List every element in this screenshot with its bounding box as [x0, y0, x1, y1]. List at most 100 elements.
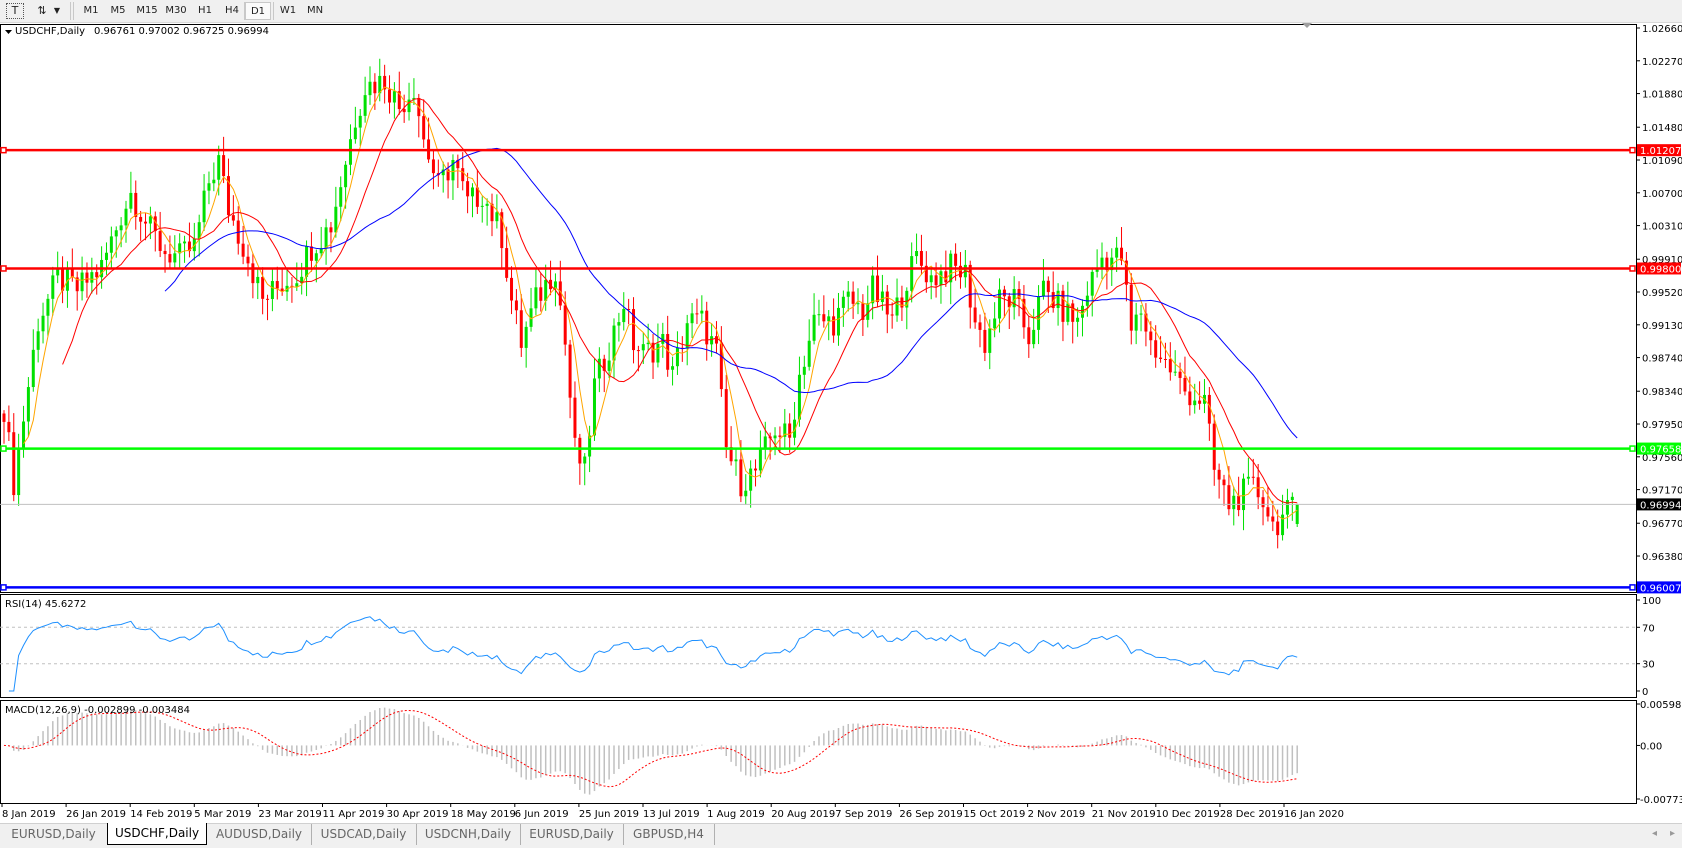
- candle-body: [217, 155, 221, 180]
- candle: [80, 256, 84, 301]
- line-handle[interactable]: [0, 265, 7, 272]
- timeframe-m30-button[interactable]: M30: [165, 5, 187, 16]
- date-axis-label: 26 Sep 2019: [899, 809, 962, 820]
- candle-body: [783, 423, 787, 437]
- candle-body: [695, 313, 699, 315]
- candle-body: [1237, 495, 1241, 511]
- date-axis-label: 5 Mar 2019: [194, 809, 251, 820]
- candle: [1027, 315, 1031, 358]
- line-handle[interactable]: [1629, 584, 1636, 591]
- tab-scroll-right-icon[interactable]: ▸: [1670, 828, 1676, 839]
- price-axis-label: 1.02270: [1642, 57, 1682, 68]
- candle-body: [441, 169, 445, 176]
- collapse-arrow-icon[interactable]: [5, 30, 12, 34]
- chart-tab[interactable]: GBPUSD,H4: [623, 824, 715, 845]
- price-axis-label: 0.96380: [1642, 552, 1682, 563]
- timeframe-m5-button[interactable]: M5: [110, 5, 126, 16]
- candle: [1256, 463, 1260, 510]
- candle-body: [1207, 394, 1211, 424]
- date-axis-label: 23 Mar 2019: [258, 809, 321, 820]
- candle: [139, 210, 143, 241]
- chart-tab[interactable]: AUDUSD,Daily: [207, 824, 312, 845]
- candle-body: [12, 432, 16, 496]
- line-handle[interactable]: [0, 146, 7, 154]
- price-axis-label: 1.01090: [1642, 156, 1682, 167]
- candle-body: [1124, 260, 1128, 285]
- line-handle[interactable]: [1629, 445, 1636, 452]
- candle-body: [309, 246, 313, 261]
- timeframe-h4-button[interactable]: H4: [225, 5, 239, 16]
- candle-body: [305, 246, 309, 277]
- candle: [1271, 500, 1275, 532]
- candle-body: [256, 276, 260, 284]
- candle: [485, 198, 489, 226]
- line-handle[interactable]: [0, 445, 7, 452]
- candle-body: [553, 281, 557, 290]
- timeframe-h1-button[interactable]: H1: [198, 5, 212, 16]
- candle-body: [202, 190, 206, 223]
- timeframe-d1-button[interactable]: D1: [245, 2, 271, 20]
- candle-body: [905, 290, 909, 308]
- candle-body: [334, 206, 338, 233]
- timeframe-m1-button[interactable]: M1: [83, 5, 99, 16]
- candle: [719, 326, 723, 397]
- candle-body: [1178, 371, 1182, 378]
- line-tools-icon[interactable]: ⇅: [37, 4, 47, 17]
- candle: [61, 256, 65, 304]
- timeframe-w1-button[interactable]: W1: [279, 5, 297, 16]
- candle-body: [890, 314, 894, 316]
- chart-tab[interactable]: EURUSD,Daily: [520, 824, 624, 845]
- candle: [519, 294, 523, 357]
- price-axis-label: 1.00310: [1642, 222, 1682, 233]
- candle-body: [934, 275, 938, 286]
- candle-body: [1066, 303, 1070, 322]
- line-handle[interactable]: [1629, 146, 1636, 154]
- chart-shift-marker-icon[interactable]: [1302, 23, 1312, 28]
- candle: [431, 150, 435, 190]
- candle-body: [656, 343, 660, 363]
- candle: [744, 474, 748, 505]
- chart-tab[interactable]: EURUSD,Daily: [0, 824, 108, 845]
- dropdown-arrow-icon[interactable]: ▼: [53, 6, 61, 15]
- candle-body: [261, 276, 265, 299]
- candle-body: [1188, 391, 1192, 406]
- candle: [1163, 342, 1167, 369]
- candle: [529, 287, 533, 332]
- candle-body: [70, 269, 74, 278]
- candle: [1041, 259, 1045, 300]
- candle: [1134, 302, 1138, 345]
- chart-tab[interactable]: USDCNH,Daily: [416, 824, 521, 845]
- candle-body: [344, 164, 348, 188]
- separator: [244, 2, 245, 20]
- timeframe-m15-button[interactable]: M15: [136, 5, 158, 16]
- text-label-icon[interactable]: T: [6, 3, 24, 19]
- candle-body: [749, 468, 753, 491]
- line-handle[interactable]: [1629, 265, 1636, 272]
- candle: [158, 211, 162, 258]
- candle-body: [1242, 478, 1246, 511]
- candle-body: [944, 271, 948, 283]
- candle: [807, 319, 811, 371]
- candle-body: [207, 183, 211, 191]
- chart-tab[interactable]: USDCHF,Daily: [107, 823, 207, 845]
- candle: [490, 193, 494, 237]
- chart-window[interactable]: 1.02660 1.02270 1.01880 1.01480 1.01090 1.007…: [0, 22, 1682, 823]
- candle-body: [1256, 477, 1260, 498]
- tab-scroll-left-icon[interactable]: ◂: [1652, 828, 1658, 839]
- timeframe-mn-button[interactable]: MN: [306, 5, 324, 16]
- candle-body: [1105, 257, 1109, 271]
- candle-body: [924, 265, 928, 283]
- candle-body: [251, 263, 255, 284]
- candle-body: [1198, 400, 1202, 404]
- candle: [1212, 414, 1216, 486]
- candle-body: [470, 187, 474, 197]
- candle: [905, 287, 909, 330]
- line-handle[interactable]: [0, 584, 7, 591]
- candle: [783, 408, 787, 448]
- candle: [1168, 342, 1172, 381]
- candle-body: [1159, 357, 1163, 359]
- price-axis-label: 0.97950: [1642, 420, 1682, 431]
- candle-body: [46, 298, 50, 316]
- chart-tab[interactable]: USDCAD,Daily: [311, 824, 417, 845]
- candle-body: [1002, 289, 1006, 297]
